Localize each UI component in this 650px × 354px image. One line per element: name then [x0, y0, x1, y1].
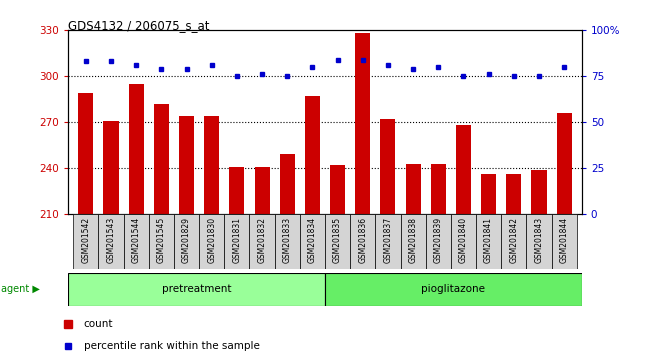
- Text: GDS4132 / 206075_s_at: GDS4132 / 206075_s_at: [68, 19, 210, 33]
- Bar: [350, 214, 375, 269]
- Bar: [431, 164, 446, 214]
- Bar: [98, 214, 124, 269]
- Bar: [526, 214, 552, 269]
- Text: GSM201840: GSM201840: [459, 217, 468, 263]
- Text: GSM201844: GSM201844: [560, 217, 569, 263]
- Text: percentile rank within the sample: percentile rank within the sample: [84, 341, 259, 350]
- Bar: [68, 273, 325, 306]
- Bar: [204, 116, 219, 214]
- Text: GSM201839: GSM201839: [434, 217, 443, 263]
- Bar: [124, 214, 149, 269]
- Text: agent ▶: agent ▶: [1, 284, 40, 295]
- Bar: [426, 214, 451, 269]
- Bar: [129, 84, 144, 214]
- Text: GSM201838: GSM201838: [409, 217, 417, 263]
- Text: pioglitazone: pioglitazone: [421, 284, 486, 295]
- Bar: [552, 214, 577, 269]
- Text: GSM201841: GSM201841: [484, 217, 493, 263]
- Bar: [355, 33, 370, 214]
- Text: GSM201543: GSM201543: [107, 217, 116, 263]
- Bar: [380, 119, 395, 214]
- Text: GSM201832: GSM201832: [257, 217, 266, 263]
- Bar: [280, 154, 295, 214]
- Bar: [325, 214, 350, 269]
- Bar: [456, 125, 471, 214]
- Text: GSM201833: GSM201833: [283, 217, 292, 263]
- Bar: [556, 113, 572, 214]
- Bar: [73, 214, 98, 269]
- Bar: [174, 214, 199, 269]
- Text: GSM201836: GSM201836: [358, 217, 367, 263]
- Bar: [275, 214, 300, 269]
- Text: pretreatment: pretreatment: [162, 284, 231, 295]
- Bar: [224, 214, 250, 269]
- Bar: [103, 121, 118, 214]
- Bar: [532, 170, 547, 214]
- Bar: [255, 167, 270, 214]
- Text: GSM201544: GSM201544: [132, 217, 140, 263]
- Bar: [250, 214, 275, 269]
- Bar: [78, 93, 94, 214]
- Bar: [476, 214, 501, 269]
- Bar: [406, 164, 421, 214]
- Bar: [325, 273, 582, 306]
- Bar: [451, 214, 476, 269]
- Bar: [305, 96, 320, 214]
- Bar: [506, 174, 521, 214]
- Text: GSM201830: GSM201830: [207, 217, 216, 263]
- Bar: [375, 214, 400, 269]
- Text: GSM201842: GSM201842: [510, 217, 518, 263]
- Bar: [179, 116, 194, 214]
- Text: GSM201545: GSM201545: [157, 217, 166, 263]
- Bar: [149, 214, 174, 269]
- Text: GSM201835: GSM201835: [333, 217, 342, 263]
- Bar: [330, 165, 345, 214]
- Bar: [154, 104, 169, 214]
- Text: GSM201834: GSM201834: [308, 217, 317, 263]
- Bar: [229, 167, 244, 214]
- Bar: [481, 174, 496, 214]
- Bar: [501, 214, 526, 269]
- Text: count: count: [84, 319, 113, 329]
- Text: GSM201542: GSM201542: [81, 217, 90, 263]
- Text: GSM201843: GSM201843: [534, 217, 543, 263]
- Text: GSM201829: GSM201829: [182, 217, 191, 263]
- Text: GSM201837: GSM201837: [384, 217, 393, 263]
- Bar: [199, 214, 224, 269]
- Text: GSM201831: GSM201831: [233, 217, 241, 263]
- Bar: [400, 214, 426, 269]
- Bar: [300, 214, 325, 269]
